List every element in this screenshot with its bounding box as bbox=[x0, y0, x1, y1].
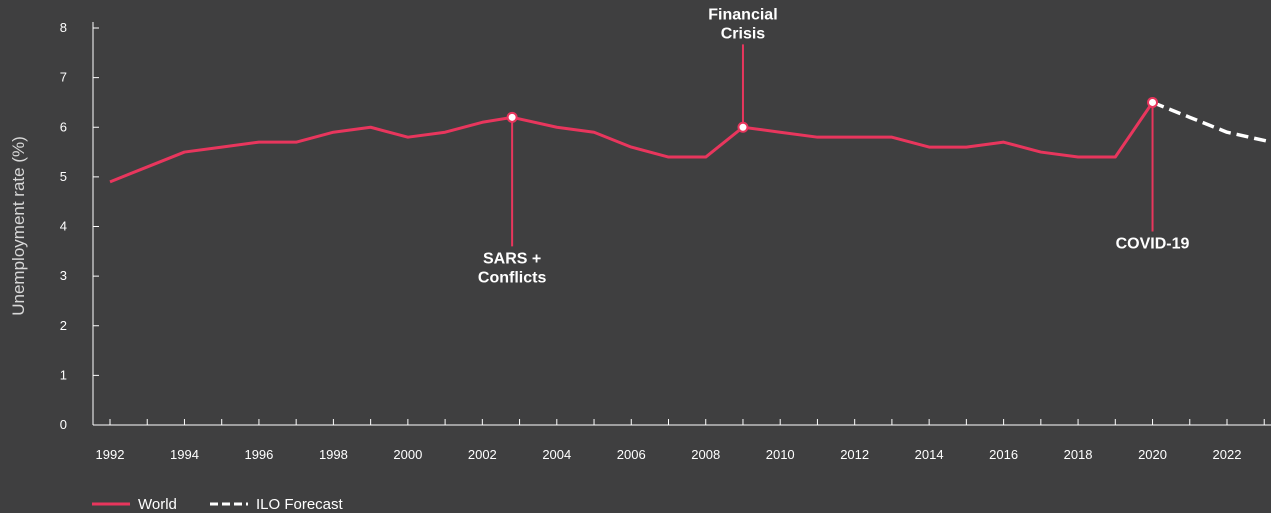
annotation-label-0-1: Conflicts bbox=[478, 269, 547, 286]
legend-label-0: World bbox=[138, 496, 177, 513]
x-tick-label-2022: 2022 bbox=[1213, 447, 1242, 462]
y-axis-label: Unemployment rate (%) bbox=[9, 136, 28, 316]
x-tick-label-1992: 1992 bbox=[96, 447, 125, 462]
y-tick-label-7: 7 bbox=[60, 70, 67, 85]
x-tick-label-2010: 2010 bbox=[766, 447, 795, 462]
x-tick-label-2004: 2004 bbox=[542, 447, 571, 462]
x-tick-label-2006: 2006 bbox=[617, 447, 646, 462]
x-tick-label-1998: 1998 bbox=[319, 447, 348, 462]
x-tick-label-2002: 2002 bbox=[468, 447, 497, 462]
annotation-marker-1 bbox=[737, 121, 749, 133]
annotation-label-1-0: Financial bbox=[708, 6, 777, 23]
y-tick-label-0: 0 bbox=[60, 417, 67, 432]
annotation-marker-0 bbox=[506, 111, 518, 123]
y-tick-label-6: 6 bbox=[60, 119, 67, 134]
x-tick-label-2018: 2018 bbox=[1064, 447, 1093, 462]
y-tick-label-4: 4 bbox=[60, 219, 67, 234]
annotation-label-1-1: Crisis bbox=[721, 25, 766, 42]
y-tick-label-3: 3 bbox=[60, 268, 67, 283]
annotation-label-0-0: SARS + bbox=[483, 250, 541, 267]
x-tick-label-2012: 2012 bbox=[840, 447, 869, 462]
legend-label-1: ILO Forecast bbox=[256, 496, 344, 513]
x-tick-label-2014: 2014 bbox=[915, 447, 944, 462]
annotation-label-2-0: COVID-19 bbox=[1116, 236, 1190, 253]
x-tick-label-1996: 1996 bbox=[244, 447, 273, 462]
x-tick-label-2016: 2016 bbox=[989, 447, 1018, 462]
series-line-world bbox=[109, 101, 1154, 184]
x-tick-label-1994: 1994 bbox=[170, 447, 199, 462]
y-tick-label-8: 8 bbox=[60, 20, 67, 35]
series-line-ilo-forecast bbox=[1151, 100, 1271, 144]
y-tick-label-1: 1 bbox=[60, 367, 67, 382]
y-tick-label-5: 5 bbox=[60, 169, 67, 184]
x-tick-label-2020: 2020 bbox=[1138, 447, 1167, 462]
x-tick-label-2008: 2008 bbox=[691, 447, 720, 462]
x-tick-label-2000: 2000 bbox=[393, 447, 422, 462]
y-tick-label-2: 2 bbox=[60, 318, 67, 333]
annotation-marker-2 bbox=[1147, 96, 1159, 108]
